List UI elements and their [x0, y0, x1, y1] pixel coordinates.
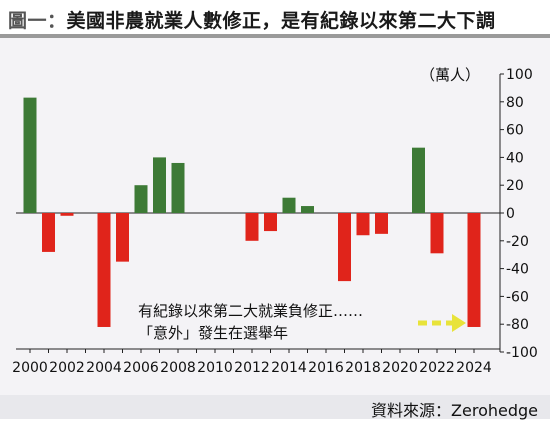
- bar-2014: [282, 197, 296, 213]
- source-bar: 資料來源：Zerohedge: [0, 395, 550, 420]
- title-bar: 圖一：美國非農就業人數修正，是有紀錄以來第二大下調: [0, 0, 550, 34]
- x-tick-label: 2010: [197, 360, 233, 376]
- y-tick-label: -100: [506, 345, 538, 361]
- bar-2015: [301, 206, 314, 213]
- y-tick-label: 100: [506, 67, 533, 83]
- x-tick-label: 2016: [308, 360, 344, 376]
- title-rule: [0, 34, 550, 38]
- bar-2012: [245, 213, 259, 241]
- unit-label: （萬人）: [420, 66, 481, 84]
- x-tick-label: 2000: [12, 360, 48, 376]
- y-tick-label: -60: [506, 289, 529, 305]
- title-text: 美國非農就業人數修正，是有紀錄以來第二大下調: [66, 10, 496, 32]
- x-tick-label: 2022: [419, 360, 455, 376]
- y-tick-label: -40: [506, 262, 529, 278]
- bar-chart: 100 80 60 40 20 0 -20 -40 -60 -80 -100 2000 2002 2004…: [12, 67, 538, 376]
- bar-2006: [134, 185, 148, 213]
- bar-2005: [116, 213, 129, 262]
- x-tick-label: 2002: [49, 360, 85, 376]
- bar-2000: [23, 97, 37, 213]
- y-tick-label: 40: [506, 150, 524, 166]
- x-tick-label: 2008: [160, 360, 196, 376]
- y-tick-label: -80: [506, 317, 529, 333]
- y-tick-label: 80: [506, 95, 524, 111]
- y-tick-label: 20: [506, 178, 524, 194]
- source-text: 資料來源：Zerohedge: [371, 401, 538, 420]
- bar-2008: [171, 162, 185, 213]
- bar-2019: [375, 213, 388, 234]
- x-tick-label: 2012: [234, 360, 270, 376]
- x-tick-label: 2020: [382, 360, 418, 376]
- bar-2001: [42, 213, 55, 252]
- x-tick-label: 2004: [86, 360, 122, 376]
- bar-2022: [430, 213, 444, 254]
- bar-2024: [467, 213, 481, 327]
- bar-2007: [153, 157, 166, 213]
- y-tick-label: 60: [506, 123, 524, 139]
- figure-label: 圖一: [8, 10, 48, 32]
- bar-2013: [264, 213, 277, 232]
- annotation-line-1: 有紀錄以來第二大就業負修正……: [138, 302, 364, 320]
- bar-2021: [412, 147, 425, 213]
- x-tick-label: 2006: [123, 360, 159, 376]
- annotation-line-2: 「意外」發生在選舉年: [138, 324, 289, 342]
- y-tick-label: 0: [506, 206, 515, 222]
- bar-2004: [97, 213, 111, 327]
- bar-2002: [60, 213, 74, 216]
- y-tick-label: -20: [506, 234, 529, 250]
- x-tick-label: 2018: [345, 360, 381, 376]
- bar-2017: [338, 213, 351, 282]
- title-separator: ：: [47, 10, 67, 32]
- x-tick-label: 2024: [456, 360, 492, 376]
- annotation-arrow-head: [452, 314, 466, 332]
- x-tick-label: 2014: [271, 360, 307, 376]
- bar-2018: [356, 213, 370, 236]
- chart-title: 圖一：美國非農就業人數修正，是有紀錄以來第二大下調: [8, 6, 496, 33]
